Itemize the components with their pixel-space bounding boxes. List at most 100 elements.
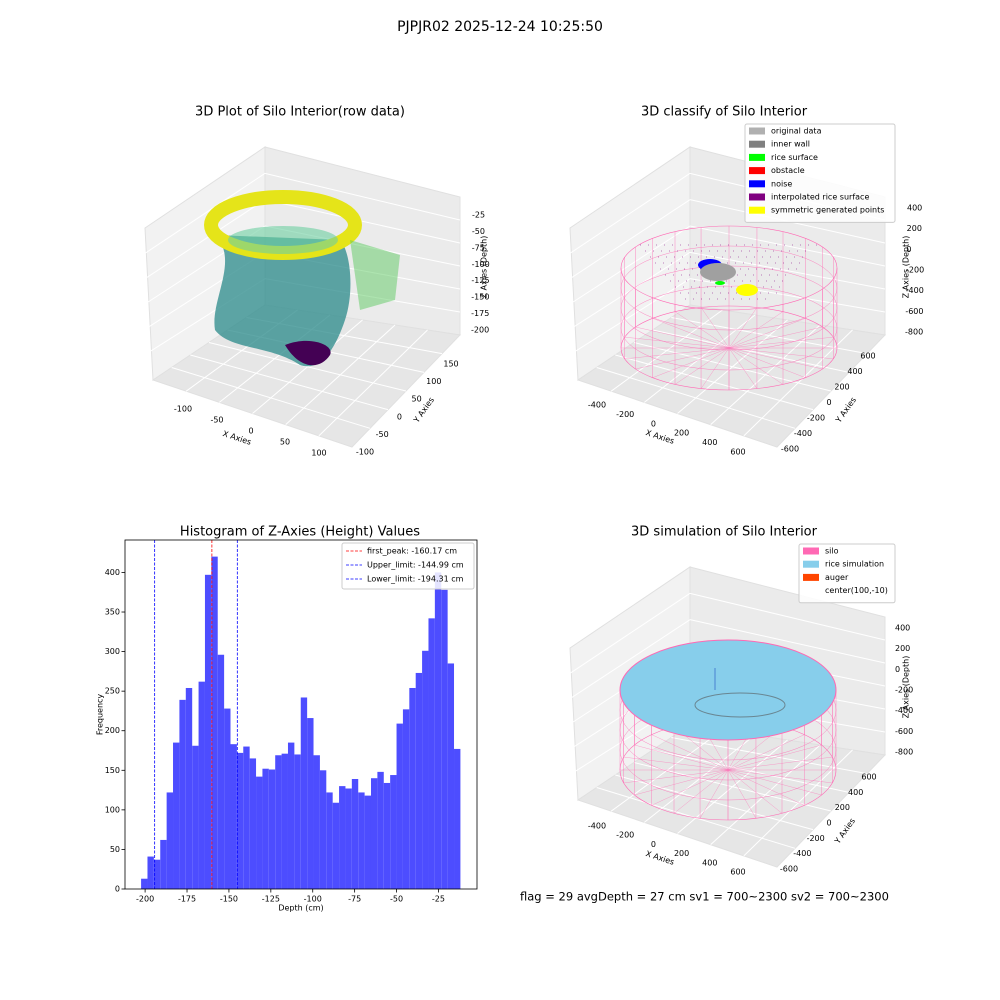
legend-swatch [749, 153, 765, 161]
x-tick-label: 200 [674, 429, 689, 438]
bar [224, 708, 231, 889]
bar [204, 574, 212, 889]
silo-floor [651, 769, 729, 806]
z-tick-label: -50 [472, 227, 485, 236]
bar [307, 718, 314, 889]
x-axis-label: Depth (cm) [278, 904, 323, 913]
bar [422, 650, 429, 889]
x-tick-label: -200 [616, 410, 634, 419]
y-tick-label: 400 [105, 568, 120, 577]
z-tick-label: -200 [906, 266, 924, 275]
silo-ring [620, 245, 838, 331]
bar [147, 856, 154, 889]
bar [339, 786, 346, 889]
figure-title: PJPJR02 2025-12-24 10:25:50 [397, 19, 603, 35]
pane-grid [569, 225, 691, 305]
legend-swatch [749, 127, 765, 135]
y-tick-label: 600 [860, 352, 875, 361]
bar [402, 709, 410, 889]
y-tick-label: 400 [848, 788, 863, 797]
pane-grid [671, 737, 868, 775]
pane-grid [689, 592, 886, 641]
pane-grid [569, 278, 691, 356]
y-tick-label: 50 [412, 395, 422, 404]
legend-swatch [749, 140, 765, 148]
bar [217, 654, 225, 889]
y-tick-label: -50 [376, 430, 389, 439]
x-tick-label: 400 [702, 438, 717, 447]
z-tick-label: -125 [471, 276, 489, 285]
silo-floor [634, 744, 729, 771]
y-tick-label: 0 [826, 398, 831, 407]
silo-floor [728, 347, 806, 378]
z-tick-label: 0 [906, 245, 911, 254]
z-tick-label: -150 [471, 293, 489, 302]
point-cloud [214, 235, 351, 367]
y-tick-label: 200 [835, 803, 850, 812]
axis-label: Y Axies [833, 396, 858, 426]
legend-label: original data [771, 127, 822, 136]
legend-swatch [803, 573, 819, 581]
pane-grid [264, 172, 461, 221]
silo-ring [620, 285, 838, 371]
legend-label: first_peak: -160.17 cm [367, 547, 457, 556]
z-tick-label: 0 [895, 665, 900, 674]
z-tick-label: -200 [895, 686, 913, 695]
bar [179, 699, 186, 889]
x-tick-label: -200 [136, 895, 154, 904]
x-tick-label: -200 [616, 831, 634, 840]
silo-floor [728, 347, 784, 385]
legend-swatch [749, 206, 765, 214]
silo-floor [674, 311, 730, 349]
y-tick-label: 200 [105, 726, 120, 735]
x-tick-label: 0 [651, 419, 656, 428]
y-tick-label: 400 [847, 367, 862, 376]
bar [358, 792, 365, 889]
y-tick-label: 100 [105, 805, 120, 814]
silo-floor [727, 744, 822, 771]
bar [370, 778, 378, 889]
y-tick-label: 300 [105, 647, 120, 656]
z-tick-label: 400 [895, 624, 910, 633]
z-tick-label: -600 [905, 307, 923, 316]
pane-grid [264, 199, 461, 244]
legend-label: Lower_limit: -194.31 cm [367, 575, 464, 584]
bar [230, 744, 237, 889]
surface-cluster [715, 281, 725, 285]
axis-label: X Axies [645, 428, 676, 446]
bar [409, 687, 416, 889]
z-tick-label: -800 [905, 328, 923, 337]
silo-floor [727, 734, 805, 771]
point-spray [350, 240, 400, 310]
axis-label: Z Axies (Depth) [480, 236, 489, 299]
legend-label: symmetric generated points [771, 206, 884, 215]
bar [275, 755, 282, 889]
y-tick-label: 250 [105, 687, 120, 696]
bar [198, 681, 205, 889]
axis-label: Z Axies (Depth) [902, 656, 911, 719]
axis-label: X Axies [645, 849, 676, 867]
bar [345, 788, 352, 889]
pane-grid [569, 251, 691, 330]
chart-title: 3D simulation of Silo Interior [631, 525, 818, 540]
bar [262, 768, 269, 889]
silo-floor [623, 756, 729, 771]
silo-floor [624, 336, 730, 349]
pane-grid [144, 172, 266, 254]
legend-swatch [749, 167, 765, 175]
x-tick-label: -50 [210, 416, 223, 425]
legend-label: noise [771, 179, 792, 188]
bar [300, 697, 308, 889]
bar [160, 839, 167, 889]
silo-floor [700, 307, 730, 349]
legend-label: rice simulation [825, 560, 884, 569]
bar [390, 775, 397, 889]
z-tick-label: -25 [472, 211, 485, 220]
x-tick-label: 600 [730, 448, 745, 457]
x-tick-label: -100 [304, 895, 322, 904]
rice-depression [694, 692, 786, 718]
legend-label: interpolated rice surface [771, 193, 869, 202]
chart-title: 3D Plot of Silo Interior(row data) [195, 105, 405, 120]
x-tick-label: -100 [174, 405, 192, 414]
silo-floor [635, 347, 730, 370]
